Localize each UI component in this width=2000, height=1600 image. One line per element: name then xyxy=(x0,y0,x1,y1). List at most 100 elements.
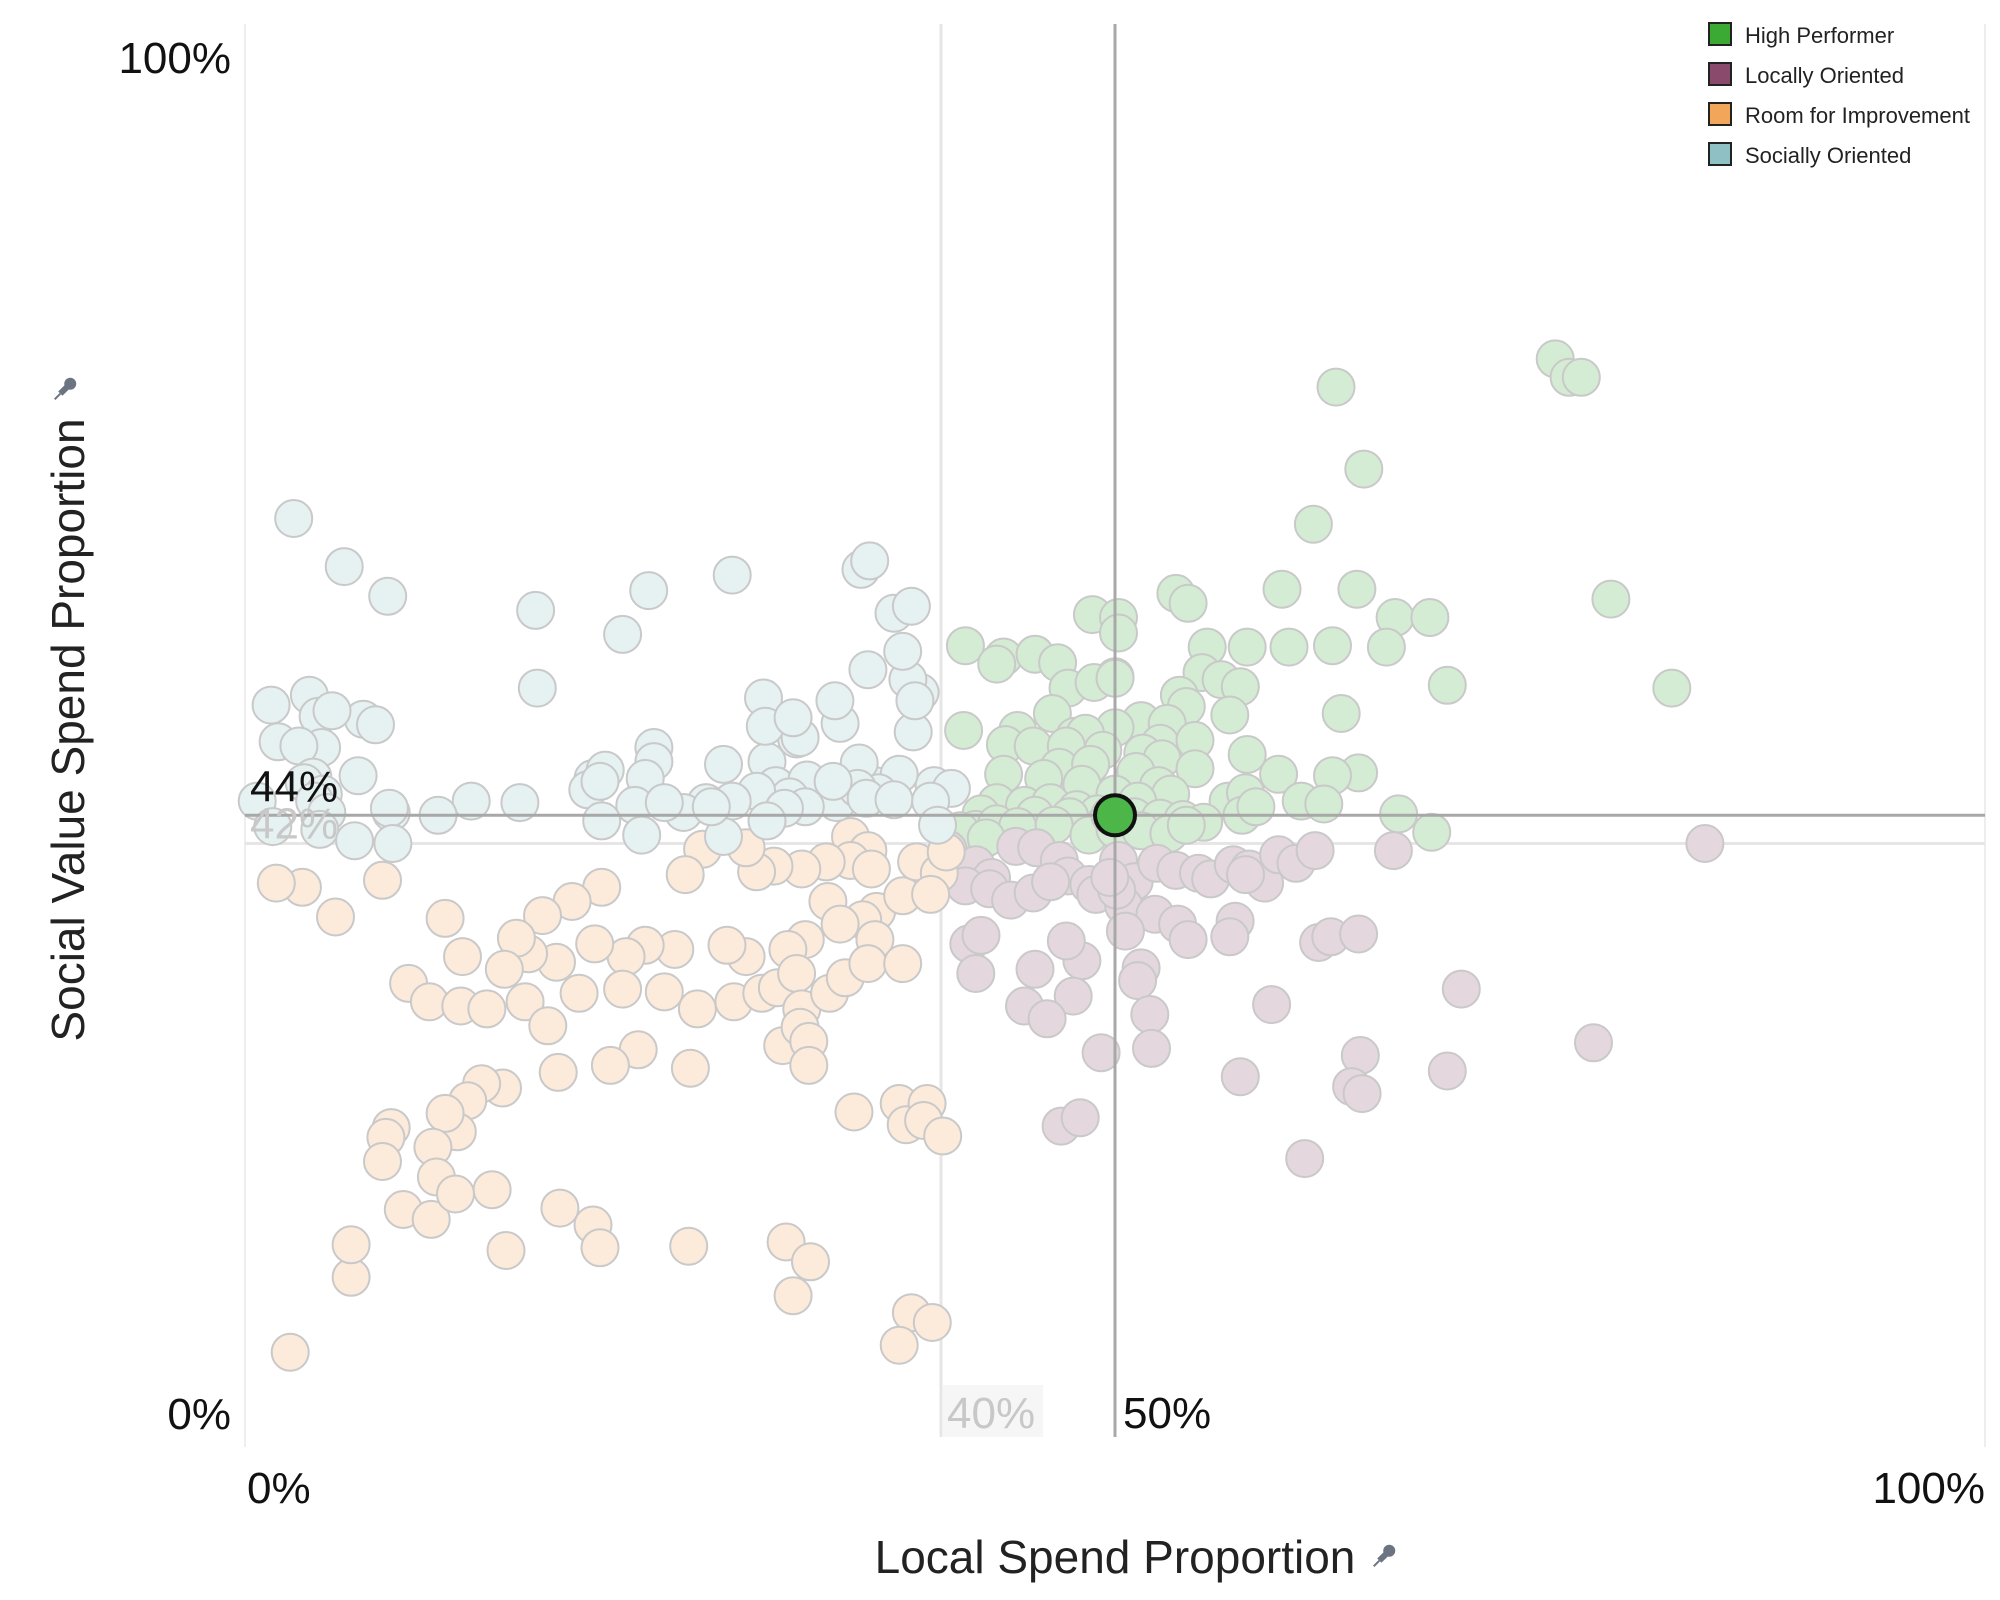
point-socially-oriented-6[interactable] xyxy=(850,541,890,581)
point-socially-oriented-7[interactable] xyxy=(516,590,556,630)
point-room-for-improvement-95[interactable] xyxy=(879,1325,919,1365)
point-room-for-improvement-40[interactable] xyxy=(484,949,524,989)
point-room-for-improvement-27[interactable] xyxy=(820,904,860,944)
point-locally-oriented-19[interactable] xyxy=(1295,831,1335,871)
point-locally-oriented-56[interactable] xyxy=(1342,1074,1382,1114)
point-high-performer-26[interactable] xyxy=(977,644,1017,684)
point-room-for-improvement-97[interactable] xyxy=(331,1257,371,1297)
point-room-for-improvement-17[interactable] xyxy=(256,863,296,903)
point-room-for-improvement-13[interactable] xyxy=(523,896,562,936)
legend-item-socially-oriented[interactable]: Socially Oriented xyxy=(1708,142,1911,168)
point-room-for-improvement-94[interactable] xyxy=(912,1303,952,1342)
point-room-for-improvement-65[interactable] xyxy=(834,1092,874,1132)
point-room-for-improvement-32[interactable] xyxy=(707,925,747,965)
point-high-performer-12[interactable] xyxy=(1410,598,1450,637)
point-high-performer-99[interactable] xyxy=(1236,787,1276,827)
point-locally-oriented-60[interactable] xyxy=(1060,1098,1100,1138)
point-room-for-improvement-87[interactable] xyxy=(486,1231,526,1270)
point-socially-oriented-87[interactable] xyxy=(335,821,375,861)
point-room-for-improvement-15[interactable] xyxy=(363,860,402,900)
point-locally-oriented-20[interactable] xyxy=(1373,831,1413,871)
point-room-for-improvement-91[interactable] xyxy=(791,1242,830,1282)
point-room-for-improvement-41[interactable] xyxy=(443,937,482,977)
point-socially-oriented-9[interactable] xyxy=(251,685,291,725)
point-locally-oriented-47[interactable] xyxy=(956,954,996,993)
point-locally-oriented-33[interactable] xyxy=(1168,920,1208,960)
point-socially-oriented-88[interactable] xyxy=(373,824,413,863)
point-high-performer-89[interactable] xyxy=(1412,812,1452,852)
point-locally-oriented-54[interactable] xyxy=(1427,1051,1467,1091)
point-high-performer-98[interactable] xyxy=(1166,805,1206,845)
point-locally-oriented-37[interactable] xyxy=(1226,855,1265,895)
point-locally-oriented-51[interactable] xyxy=(1441,969,1481,1009)
point-locally-oriented-46[interactable] xyxy=(1053,976,1093,1016)
point-high-performer-3[interactable] xyxy=(1316,367,1356,407)
point-room-for-improvement-55[interactable] xyxy=(777,954,817,993)
point-high-performer-29[interactable] xyxy=(1427,665,1467,705)
point-locally-oriented-45[interactable] xyxy=(1130,995,1170,1034)
point-room-for-improvement-48[interactable] xyxy=(559,973,599,1013)
point-room-for-improvement-88[interactable] xyxy=(580,1228,620,1268)
point-high-performer-39[interactable] xyxy=(1210,695,1250,735)
point-room-for-improvement-51[interactable] xyxy=(677,989,717,1029)
point-socially-oriented-52[interactable] xyxy=(517,668,557,708)
point-high-performer-16[interactable] xyxy=(1269,627,1309,667)
point-room-for-improvement-49[interactable] xyxy=(603,969,643,1009)
point-socially-oriented-89[interactable] xyxy=(918,805,957,845)
legend-item-room-for-improvement[interactable]: Room for Improvement xyxy=(1708,102,1970,128)
point-room-for-improvement-50[interactable] xyxy=(644,972,684,1012)
x-axis-pin-icon[interactable] xyxy=(1369,1542,1397,1570)
point-room-for-improvement-96[interactable] xyxy=(270,1332,310,1372)
point-locally-oriented-63[interactable] xyxy=(1105,911,1145,951)
point-high-performer-15[interactable] xyxy=(1099,613,1138,653)
point-room-for-improvement-36[interactable] xyxy=(575,924,615,964)
point-room-for-improvement-70[interactable] xyxy=(923,1116,963,1156)
point-room-for-improvement-71[interactable] xyxy=(670,1048,710,1088)
point-locally-oriented-57[interactable] xyxy=(1220,1057,1260,1097)
point-locally-oriented-26[interactable] xyxy=(1031,862,1071,902)
point-socially-oriented-14[interactable] xyxy=(312,691,352,731)
point-high-performer-4[interactable] xyxy=(1344,449,1384,489)
point-high-performer-23[interactable] xyxy=(1227,627,1267,667)
highlighted-point[interactable] xyxy=(1093,793,1137,838)
point-room-for-improvement-47[interactable] xyxy=(528,1006,568,1046)
point-room-for-improvement-92[interactable] xyxy=(773,1276,813,1316)
point-socially-oriented-60[interactable] xyxy=(848,650,888,690)
point-high-performer-9[interactable] xyxy=(1168,583,1208,623)
point-high-performer-30[interactable] xyxy=(1652,668,1692,708)
point-room-for-improvement-102[interactable] xyxy=(436,1174,475,1214)
point-socially-oriented-85[interactable] xyxy=(253,807,293,847)
point-socially-oriented-55[interactable] xyxy=(773,698,813,738)
point-room-for-improvement-98[interactable] xyxy=(331,1225,371,1265)
point-locally-oriented-32[interactable] xyxy=(1210,917,1250,957)
point-socially-oriented-63[interactable] xyxy=(891,586,931,626)
point-locally-oriented-52[interactable] xyxy=(1574,1023,1613,1063)
point-high-performer-42[interactable] xyxy=(944,711,984,750)
point-room-for-improvement-10[interactable] xyxy=(665,855,705,895)
point-socially-oriented-30[interactable] xyxy=(704,744,743,784)
point-socially-oriented-8[interactable] xyxy=(603,614,643,654)
point-high-performer-40[interactable] xyxy=(1321,694,1361,733)
point-socially-oriented-77[interactable] xyxy=(747,801,787,841)
point-locally-oriented-36[interactable] xyxy=(1339,914,1379,954)
point-locally-oriented-48[interactable] xyxy=(1027,999,1067,1039)
point-socially-oriented-86[interactable] xyxy=(300,809,340,849)
point-socially-oriented-78[interactable] xyxy=(691,787,731,827)
point-socially-oriented-79[interactable] xyxy=(644,783,684,823)
point-high-performer-5[interactable] xyxy=(1293,504,1333,544)
point-room-for-improvement-64[interactable] xyxy=(789,1045,829,1085)
legend-item-high-performer[interactable]: High Performer xyxy=(1708,22,1894,48)
point-socially-oriented-1[interactable] xyxy=(324,547,364,587)
point-high-performer-7[interactable] xyxy=(1337,569,1377,609)
point-high-performer-20[interactable] xyxy=(945,626,985,666)
point-socially-oriented-64[interactable] xyxy=(883,631,923,671)
point-room-for-improvement-100[interactable] xyxy=(411,1199,451,1239)
point-socially-oriented-24[interactable] xyxy=(500,783,540,823)
point-room-for-improvement-24[interactable] xyxy=(911,874,951,914)
point-socially-oriented-3[interactable] xyxy=(629,571,669,611)
point-locally-oriented-39[interactable] xyxy=(1015,949,1055,989)
point-locally-oriented-41[interactable] xyxy=(1046,921,1086,961)
point-locally-oriented-21[interactable] xyxy=(1685,824,1725,863)
point-locally-oriented-43[interactable] xyxy=(1118,961,1158,1001)
point-socially-oriented-71[interactable] xyxy=(813,761,853,801)
